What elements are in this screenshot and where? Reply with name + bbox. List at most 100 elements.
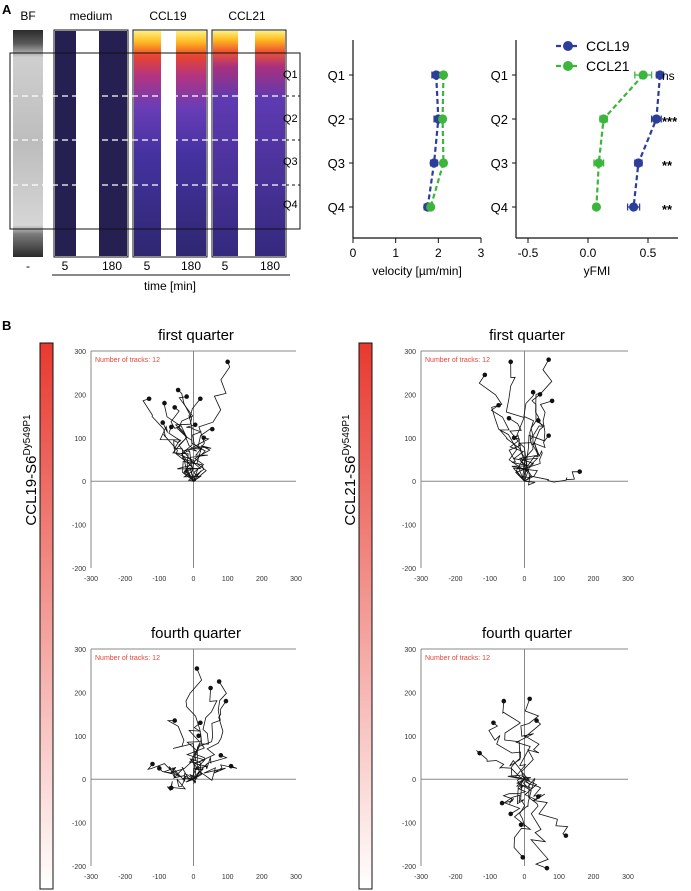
track-endpoint	[520, 855, 526, 860]
cell-track	[159, 767, 197, 784]
ccl19-lane	[132, 29, 208, 258]
y-tick-label: -100	[402, 523, 416, 530]
y-tick-label: 0	[412, 479, 416, 486]
time-tick-4: 180	[181, 259, 201, 273]
track-endpoint	[544, 865, 550, 871]
x-tick-label: 200	[256, 874, 268, 881]
legend-marker	[563, 41, 573, 51]
time-tick-6: 180	[260, 259, 280, 273]
x-tick-label: -200	[118, 576, 132, 583]
y-tick-label: 100	[404, 734, 416, 741]
quarter-frame	[9, 52, 301, 230]
cell-track	[524, 778, 569, 836]
track-count-label: Number of tracks: 12	[425, 655, 490, 662]
cell-track	[524, 778, 549, 869]
cell-track	[476, 750, 525, 780]
track-endpoint	[198, 396, 203, 402]
x-tick-label: -300	[414, 576, 428, 583]
legend-marker	[563, 61, 573, 71]
x-tick-label: 300	[290, 874, 302, 881]
y-tick-label: 300	[74, 647, 86, 654]
track-endpoint	[162, 400, 167, 406]
track-endpoint	[501, 698, 507, 704]
cell-track	[189, 688, 218, 780]
x-tick-label: 2	[435, 246, 442, 260]
x-tick-label: 200	[256, 576, 268, 583]
y-tick-label: Q2	[328, 112, 345, 127]
track-endpoint	[546, 357, 551, 362]
x-tick-label: -300	[414, 874, 428, 881]
legend-label: CCL21	[586, 58, 630, 74]
cell-track	[524, 471, 580, 486]
track-endpoint	[172, 405, 178, 410]
data-point-ccl21	[591, 202, 602, 212]
y-tick-label: Q4	[328, 200, 345, 215]
cell-track	[515, 776, 527, 828]
track-endpoint	[192, 422, 198, 428]
quarter-label-q2: Q2	[283, 113, 298, 125]
track-endpoint	[208, 685, 213, 691]
x-tick-label: -100	[483, 874, 497, 881]
track-endpoint	[546, 433, 551, 438]
series-line-ccl21	[595, 74, 645, 208]
y-tick-label: -200	[402, 864, 416, 871]
y-tick-label: 200	[404, 392, 416, 399]
track-plot-1: 300 200 100 0 -100 -200 -300 -200 -100 0 100 200 300…	[72, 349, 302, 583]
cell-track	[185, 733, 206, 780]
x-tick-label: 0	[523, 576, 527, 583]
x-tick-label: -200	[118, 874, 132, 881]
significance-label: **	[662, 158, 673, 173]
track-endpoint	[216, 679, 222, 684]
row-label-ccl19: CCL19-S6Dy549P1	[22, 414, 40, 526]
track-endpoint	[223, 698, 229, 704]
x-tick-label: 100	[222, 576, 234, 583]
x-tick-label: 1	[392, 246, 399, 260]
x-tick-label: 100	[222, 874, 234, 881]
data-point-ccl21	[594, 158, 604, 168]
y-tick-label: Q3	[328, 156, 345, 171]
track-endpoint	[518, 822, 524, 828]
track-endpoint	[508, 359, 513, 365]
data-point-ccl21	[599, 114, 609, 124]
quarter-dividers-right	[286, 95, 300, 186]
x-tick-label: 300	[622, 576, 634, 583]
y-tick-label: 100	[74, 734, 86, 741]
medium-lane	[53, 29, 129, 258]
x-tick-label: -300	[84, 874, 98, 881]
track-title-1: first quarter	[158, 327, 234, 344]
y-tick-label: 100	[404, 436, 416, 443]
track-endpoint	[172, 718, 178, 723]
ccl21-lane	[211, 29, 287, 258]
track-plot-4: 300 200 100 0 -100 -200 -300 -200 -100 0 100 200 300…	[402, 647, 634, 881]
track-endpoint	[150, 761, 155, 767]
track-endpoint	[577, 469, 582, 474]
cell-track	[147, 763, 194, 783]
cell-track	[502, 776, 531, 804]
time-tick-3: 5	[144, 259, 151, 273]
data-point-ccl19	[655, 70, 665, 80]
row-label-ccl21-sup: Dy549P1	[341, 414, 352, 456]
cell-track	[166, 720, 197, 781]
track-endpoint	[549, 398, 555, 404]
y-tick-label: 200	[74, 392, 86, 399]
significance-label: **	[662, 202, 673, 217]
x-tick-label: 0	[192, 874, 196, 881]
cell-track	[187, 437, 210, 482]
lane-label-medium: medium	[70, 9, 113, 23]
row-label-ccl21: CCL21-S6Dy549P1	[341, 414, 359, 526]
lane-label-ccl21: CCL21	[228, 9, 266, 23]
data-point-ccl21	[438, 70, 449, 80]
time-axis-label: time [min]	[144, 279, 196, 293]
y-tick-label: Q1	[328, 68, 345, 83]
cell-track	[185, 668, 203, 780]
time-tick-2: 180	[102, 259, 122, 273]
cell-track	[488, 722, 525, 780]
y-tick-label: -100	[72, 821, 86, 828]
gradient-bar-ccl21	[358, 342, 373, 890]
x-tick-label: 100	[553, 576, 565, 583]
cell-track	[164, 403, 194, 482]
x-axis-label: velocity [µm/min]	[372, 264, 462, 278]
significance-label: ns	[662, 69, 675, 83]
x-tick-label: -100	[152, 874, 166, 881]
